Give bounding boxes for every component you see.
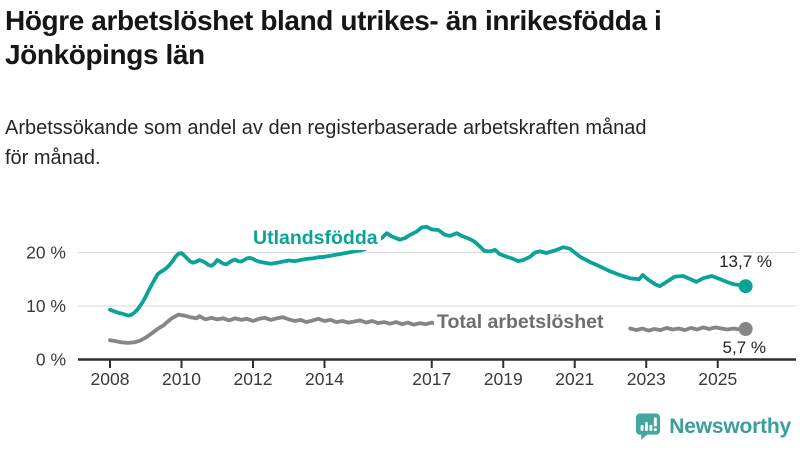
x-tick-label: 2012: [234, 369, 273, 389]
newsworthy-logo[interactable]: Newsworthy: [635, 412, 791, 441]
chart-subtitle: Arbetssökande som andel av den registerb…: [5, 117, 647, 169]
series-label-total-arbetsloshet: Total arbetslöshet: [434, 311, 607, 334]
newsworthy-bubble-chart-icon: [636, 413, 661, 440]
x-tick-label: 2017: [412, 369, 451, 389]
series-line-0: [108, 224, 748, 318]
x-tick-label: 2019: [484, 369, 523, 389]
x-tick-label: 2021: [555, 369, 594, 389]
page-title: Högre arbetslöshet bland utrikes- än inr…: [5, 5, 662, 70]
end-value-label-utlandsfodda: 13,7 %: [719, 252, 772, 271]
x-tick-label: 2023: [627, 369, 666, 389]
y-tick-label: 20 %: [26, 243, 66, 263]
series-line-1: [628, 325, 748, 333]
series-end-dot-1: [738, 322, 753, 337]
series-line-1: [108, 312, 440, 345]
series-label-utlandsfodda: Utlandsfödda: [250, 227, 381, 250]
series-end-dot-0: [738, 279, 753, 294]
x-tick-label: 2010: [162, 369, 201, 389]
x-tick-label: 2008: [91, 369, 130, 389]
y-tick-label: 10 %: [26, 296, 66, 316]
y-tick-label: 0 %: [36, 350, 66, 370]
brand-name: Newsworthy: [669, 414, 791, 438]
x-tick-label: 2014: [305, 369, 344, 389]
end-value-label-total: 5,7 %: [722, 338, 766, 357]
x-tick-label: 2025: [698, 369, 737, 389]
